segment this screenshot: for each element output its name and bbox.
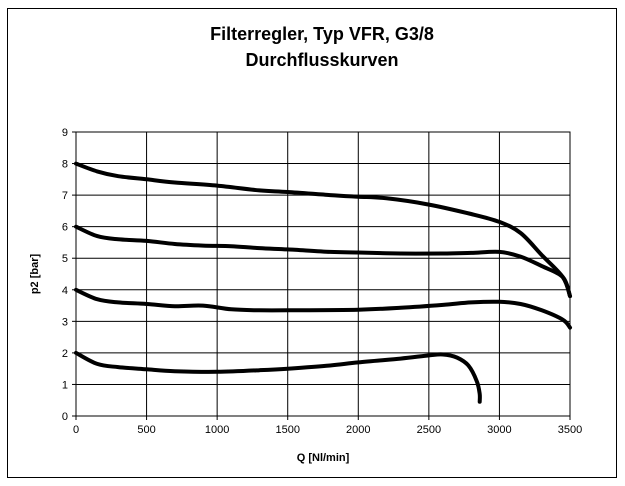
x-tick-label-4: 2000 xyxy=(346,424,370,436)
series-lines xyxy=(74,161,572,404)
chart-subtitle: Durchflusskurven xyxy=(245,50,398,70)
series-line-4 xyxy=(74,350,482,404)
x-tick-label-7: 3500 xyxy=(558,424,582,436)
y-tick-label-7: 7 xyxy=(62,190,68,202)
series-line-3 xyxy=(74,287,572,330)
series-line-1 xyxy=(74,161,572,299)
plot-area xyxy=(75,131,571,417)
x-tick-label-6: 3000 xyxy=(487,424,511,436)
y-tick-label-1: 1 xyxy=(62,379,68,391)
y-tick-label-4: 4 xyxy=(62,285,68,297)
x-tick-label-0: 0 xyxy=(73,424,79,436)
x-axis-title: Q [Nl/min] xyxy=(297,452,350,464)
y-tick-label-0: 0 xyxy=(62,411,68,423)
y-tick-label-3: 3 xyxy=(62,316,68,328)
x-tick-label-2: 1000 xyxy=(205,424,229,436)
x-tick-label-3: 1500 xyxy=(275,424,299,436)
x-tick-label-5: 2500 xyxy=(417,424,441,436)
chart-title: Filterregler, Typ VFR, G3/8 xyxy=(210,24,434,44)
tick-labels: 0 500 1000 1500 2000 2500 3000 3500 0 1 2 3 4 5 6 7 8 9 xyxy=(62,127,582,436)
y-tick-label-9: 9 xyxy=(62,127,68,139)
y-tick-label-6: 6 xyxy=(62,222,68,234)
y-tick-label-8: 8 xyxy=(62,159,68,171)
series-line-2 xyxy=(74,224,572,299)
y-axis-title: p2 [bar] xyxy=(29,253,41,294)
y-tick-label-2: 2 xyxy=(62,348,68,360)
x-tick-label-1: 500 xyxy=(137,424,155,436)
grid xyxy=(75,131,571,417)
chart-frame xyxy=(7,8,617,478)
y-tick-label-5: 5 xyxy=(62,253,68,265)
